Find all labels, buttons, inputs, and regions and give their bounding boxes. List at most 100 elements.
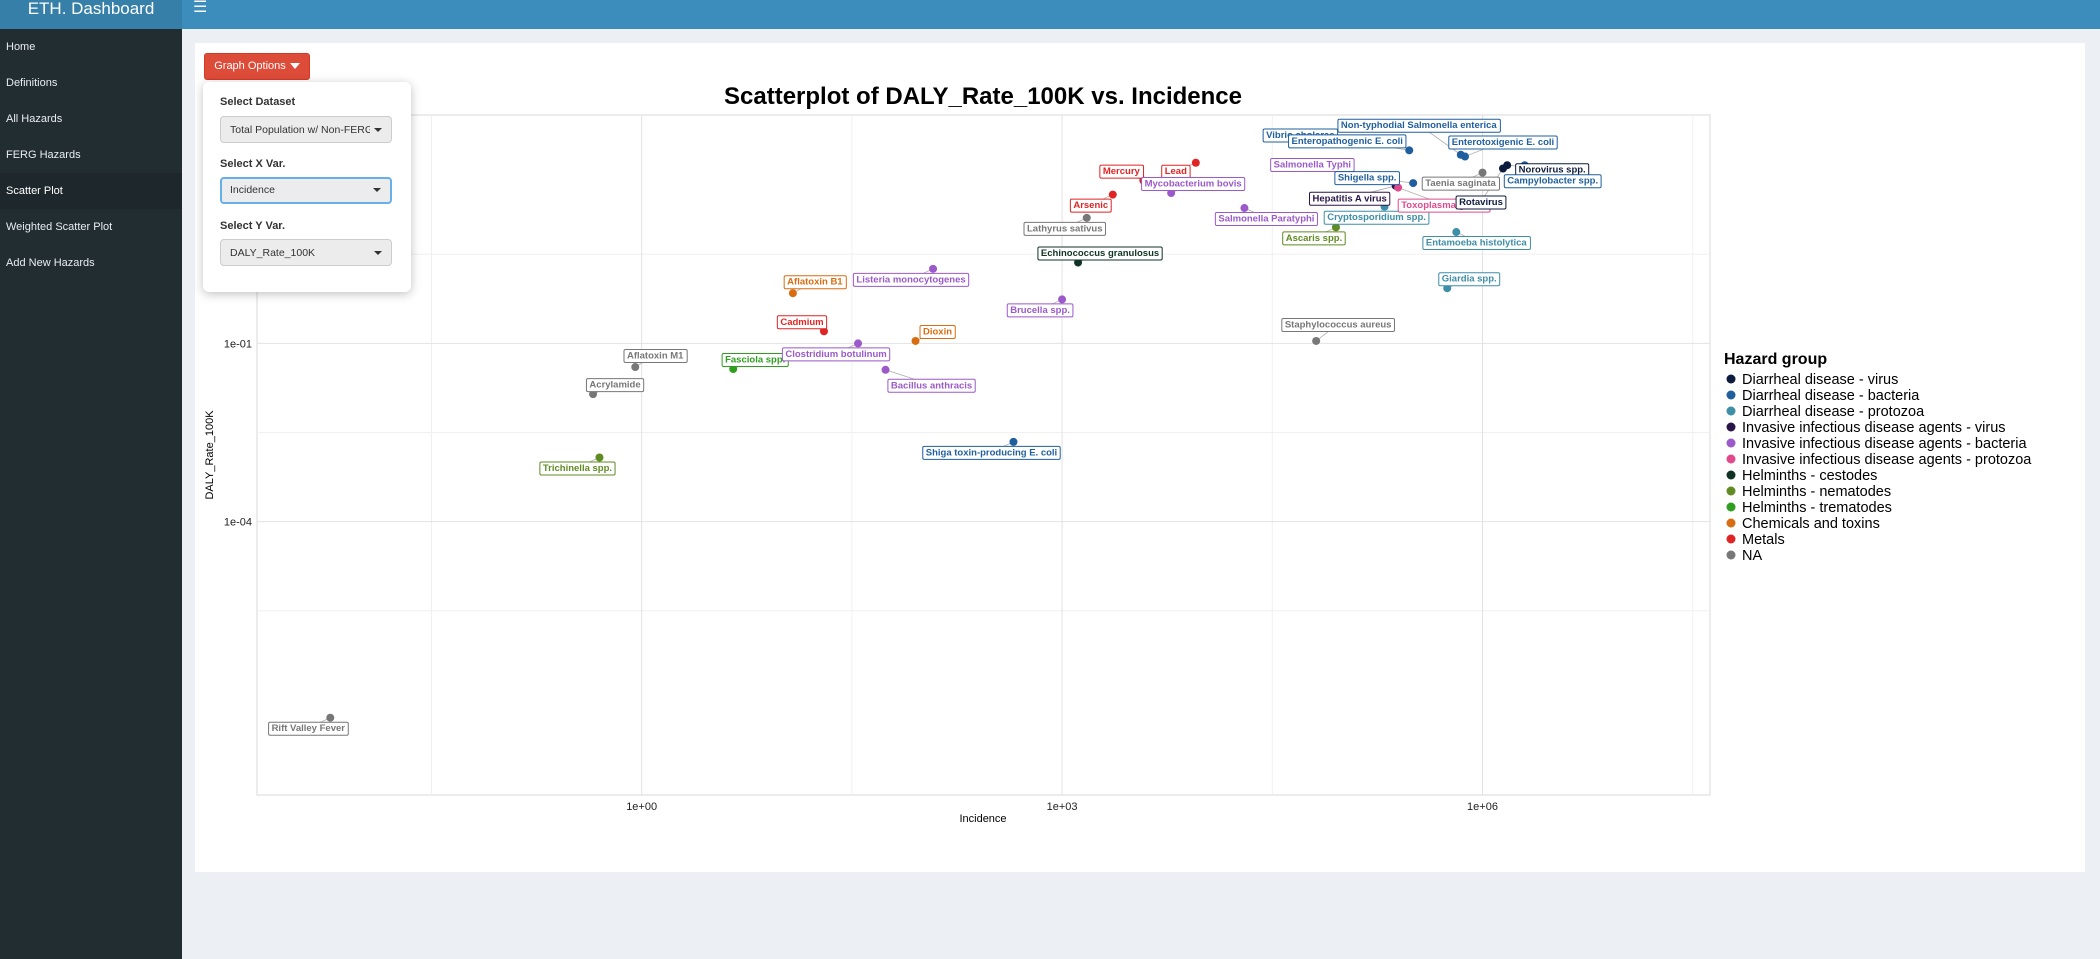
point-label: Salmonella Paratyphi [1214, 212, 1318, 227]
legend-item[interactable]: Helminths - trematodes [1726, 500, 1892, 516]
data-point[interactable] [326, 713, 335, 722]
point-label-text: Entamoeba histolytica [1426, 238, 1528, 249]
point-label-box [623, 349, 688, 364]
legend-marker [1726, 550, 1736, 560]
point-label: Dioxin [919, 324, 956, 339]
data-point[interactable] [1405, 146, 1414, 155]
point-label: Ascaris spp. [1282, 231, 1346, 246]
legend-marker [1726, 486, 1736, 496]
point-label-box [1334, 171, 1400, 186]
data-point[interactable] [1191, 158, 1200, 167]
point-label: Aflatoxin B1 [783, 275, 847, 290]
top-navbar: ETH. Dashboard ☰ [0, 0, 2100, 29]
chevron-down-icon [374, 128, 382, 132]
data-point[interactable] [911, 336, 920, 345]
legend-item[interactable]: Invasive infectious disease agents - bac… [1726, 436, 2028, 452]
legend-item[interactable]: Metals [1726, 532, 1785, 548]
point-label-box [1069, 198, 1112, 213]
graph-options-label: Graph Options [214, 60, 286, 72]
y-var-select-label: Select Y Var. [220, 220, 286, 232]
data-point[interactable] [1312, 336, 1321, 345]
x-var-select-label: Select X Var. [220, 158, 286, 170]
point-label-text: Arsenic [1073, 200, 1108, 211]
point-label-text: Brucella spp. [1010, 305, 1070, 316]
point-label-box [268, 721, 349, 736]
legend-item[interactable]: NA [1726, 548, 1763, 564]
data-point[interactable] [1082, 213, 1091, 222]
legend-item[interactable]: Invasive infectious disease agents - pro… [1726, 452, 2033, 468]
data-point[interactable] [1478, 168, 1487, 177]
legend-item[interactable]: Invasive infectious disease agents - vir… [1726, 420, 2006, 436]
point-label-box [1099, 164, 1145, 179]
legend-label: Invasive infectious disease agents - bac… [1742, 436, 2027, 452]
legend-item[interactable]: Diarrheal disease - virus [1726, 372, 1899, 388]
point-label-text: Rotavirus [1459, 197, 1503, 208]
point-label-text: Dioxin [923, 326, 952, 337]
x-var-select[interactable]: Incidence [220, 177, 392, 204]
sidebar-item-home[interactable]: Home [6, 41, 36, 53]
y-var-select[interactable]: DALY_Rate_100K [220, 239, 392, 266]
data-point[interactable] [1394, 183, 1403, 192]
data-point[interactable] [854, 339, 863, 348]
legend-item[interactable]: Helminths - cestodes [1726, 468, 1878, 484]
data-point[interactable] [1461, 152, 1470, 161]
point-label-box [922, 445, 1061, 460]
legend-title: Hazard group [1724, 351, 1827, 368]
point-label-text: Taenia saginata [1425, 178, 1496, 189]
sidebar-item-scatter-plot[interactable]: Scatter Plot [0, 173, 182, 209]
app-brand[interactable]: ETH. Dashboard [0, 0, 182, 29]
point-label-box [1309, 191, 1391, 206]
y-tick-label: 1e-01 [224, 338, 252, 350]
point-label: Listeria monocytogenes [852, 272, 970, 287]
hamburger-icon[interactable]: ☰ [193, 0, 208, 16]
legend-label: Metals [1742, 532, 1785, 548]
x-var-select-value: Incidence [230, 184, 275, 196]
data-point[interactable] [881, 365, 890, 374]
data-point[interactable] [1058, 295, 1067, 304]
data-point[interactable] [1503, 161, 1512, 170]
data-point[interactable] [1409, 179, 1418, 188]
point-label: Non-typhodial Salmonella enterica [1337, 118, 1501, 133]
legend-marker [1726, 534, 1736, 544]
data-point[interactable] [788, 289, 797, 298]
x-tick-label: 1e+03 [1047, 801, 1078, 813]
point-label-text: Acrylamide [589, 380, 640, 391]
point-label-box [887, 378, 976, 393]
sidebar-item-add-new-hazards[interactable]: Add New Hazards [6, 257, 95, 269]
sidebar-item-definitions[interactable]: Definitions [6, 77, 58, 89]
data-point[interactable] [1108, 190, 1117, 199]
legend-item[interactable]: Diarrheal disease - bacteria [1726, 388, 1921, 404]
data-point[interactable] [1331, 223, 1340, 232]
data-point[interactable] [929, 264, 938, 273]
legend-item[interactable]: Diarrheal disease - protozoa [1726, 404, 1926, 420]
point-label: Echinococcus granulosus [1037, 246, 1163, 261]
legend-marker [1726, 374, 1736, 384]
data-point[interactable] [631, 363, 640, 372]
dataset-select-value: Total Population w/ Non-FERG [230, 124, 370, 136]
point-label-text: Campylobacter spp. [1507, 176, 1598, 187]
y-tick-label: 1e-04 [224, 517, 252, 529]
legend-item[interactable]: Helminths - nematodes [1726, 484, 1892, 500]
dataset-select[interactable]: Total Population w/ Non-FERG [220, 116, 392, 143]
legend-item[interactable]: Chemicals and toxins [1726, 516, 1880, 532]
point-label-text: Salmonella Paratyphi [1218, 214, 1314, 225]
sidebar-item-weighted-scatter-plot[interactable]: Weighted Scatter Plot [6, 221, 113, 233]
data-point[interactable] [1009, 437, 1018, 446]
sidebar: Home Definitions All Hazards FERG Hazard… [0, 29, 182, 959]
data-point[interactable] [1452, 228, 1461, 237]
point-label: Entamoeba histolytica [1422, 236, 1531, 251]
point-label: Salmonella Typhi [1270, 158, 1355, 173]
data-point[interactable] [595, 453, 604, 462]
point-label-text: Trichinella spp. [543, 463, 612, 474]
point-label: Rotavirus [1455, 195, 1507, 210]
point-label-text: Listeria monocytogenes [856, 274, 965, 285]
data-point[interactable] [1240, 204, 1249, 213]
point-label: Giardia spp. [1438, 272, 1501, 287]
sidebar-item-all-hazards[interactable]: All Hazards [6, 113, 63, 125]
point-label-box [1421, 176, 1501, 191]
graph-options-button[interactable]: Graph Options [204, 53, 310, 80]
sidebar-item-ferg-hazards[interactable]: FERG Hazards [6, 149, 81, 161]
legend-marker [1726, 406, 1736, 416]
point-label-text: Salmonella Typhi [1274, 160, 1351, 171]
